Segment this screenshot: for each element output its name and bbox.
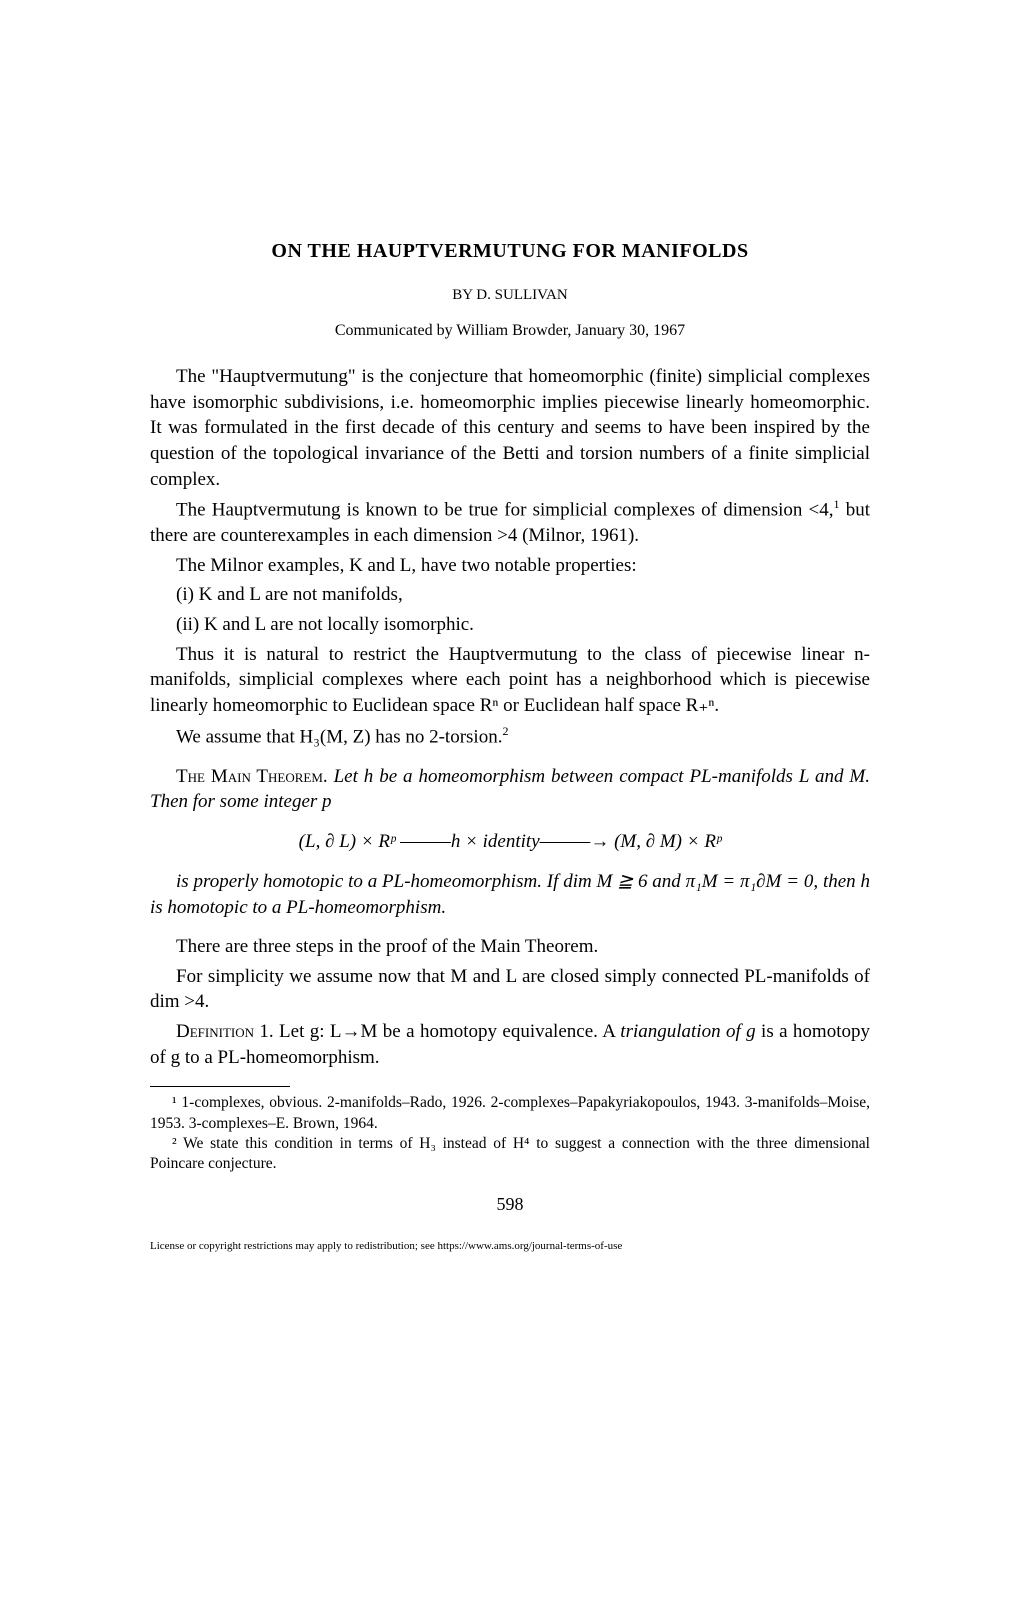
body-paragraph: The Hauptvermutung is known to be true f… [150, 496, 870, 549]
body-paragraph: (i) K and L are not manifolds, [150, 582, 870, 608]
intro-block: The "Hauptvermutung" is the conjecture t… [150, 364, 870, 750]
page-number: 598 [150, 1194, 870, 1215]
paper-page: ON THE HAUPTVERMUTUNG FOR MANIFOLDS BY D… [0, 0, 1020, 1318]
body-paragraph: The "Hauptvermutung" is the conjecture t… [150, 364, 870, 492]
definition-label: Definition 1. [176, 1021, 274, 1042]
footnote-separator [150, 1086, 290, 1087]
body-paragraph: There are three steps in the proof of th… [150, 934, 870, 960]
license-notice: License or copyright restrictions may ap… [150, 1239, 870, 1254]
footnote-2: ² We state this condition in terms of H₃… [150, 1134, 870, 1174]
body-paragraph: For simplicity we assume now that M and … [150, 964, 870, 1015]
display-formula: (L, ∂ L) × Rᵖ ———h × identity———→ (M, ∂ … [150, 831, 870, 853]
text-span: The Hauptvermutung is known to be true f… [176, 500, 834, 521]
theorem-heading: The Main Theorem. Let h be a homeomorphi… [150, 764, 870, 815]
communicated-line: Communicated by William Browder, January… [150, 322, 870, 340]
text-span: Let g: L→M be a homotopy equivalence. A [274, 1021, 621, 1042]
theorem-continuation: is properly homotopic to a PL-homeomorph… [150, 869, 870, 920]
body-paragraph: Thus it is natural to restrict the Haupt… [150, 642, 870, 719]
body-paragraph: We assume that H₃(M, Z) has no 2-torsion… [150, 723, 870, 750]
definition-term: triangulation of g [620, 1021, 755, 1042]
footnote-1: ¹ 1-complexes, obvious. 2-manifolds–Rado… [150, 1093, 870, 1133]
paper-title: ON THE HAUPTVERMUTUNG FOR MANIFOLDS [150, 240, 870, 263]
footnote-ref: 2 [502, 724, 508, 738]
text-span: We assume that H₃(M, Z) has no 2-torsion… [176, 726, 502, 747]
body-paragraph: The Milnor examples, K and L, have two n… [150, 553, 870, 579]
definition: Definition 1. Let g: L→M be a homotopy e… [150, 1019, 870, 1070]
body-paragraph: (ii) K and L are not locally isomorphic. [150, 612, 870, 638]
paper-author: BY D. SULLIVAN [150, 287, 870, 304]
theorem-label: The Main Theorem. [176, 766, 328, 787]
